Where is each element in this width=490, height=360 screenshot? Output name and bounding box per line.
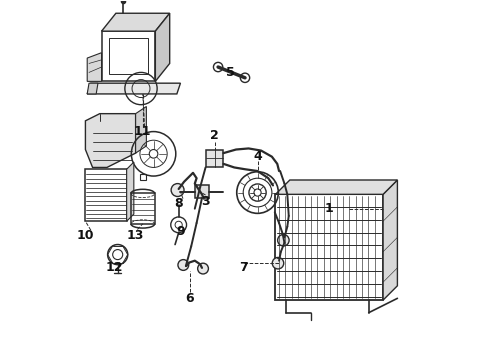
- Circle shape: [272, 257, 284, 269]
- Text: 10: 10: [76, 229, 94, 242]
- Text: 12: 12: [105, 261, 123, 274]
- Text: 2: 2: [210, 129, 219, 142]
- Bar: [85, 169, 126, 221]
- Text: 13: 13: [127, 229, 145, 242]
- Text: 6: 6: [185, 292, 194, 305]
- Polygon shape: [275, 180, 397, 194]
- Circle shape: [240, 73, 250, 82]
- Text: 8: 8: [174, 197, 183, 210]
- Polygon shape: [101, 13, 170, 31]
- Bar: [195, 185, 209, 198]
- Text: 9: 9: [176, 225, 185, 238]
- Bar: [131, 193, 155, 224]
- Text: 1: 1: [325, 202, 334, 215]
- Bar: [109, 39, 148, 74]
- Polygon shape: [126, 162, 134, 221]
- Bar: [205, 149, 223, 167]
- Text: 7: 7: [239, 261, 247, 274]
- Polygon shape: [87, 83, 180, 94]
- Circle shape: [171, 184, 184, 197]
- Bar: [101, 31, 155, 81]
- Polygon shape: [85, 114, 136, 167]
- Circle shape: [214, 62, 223, 72]
- Polygon shape: [87, 83, 98, 94]
- Text: 11: 11: [134, 125, 151, 138]
- Polygon shape: [87, 53, 101, 81]
- Circle shape: [278, 234, 289, 246]
- Bar: [275, 194, 383, 300]
- Text: 3: 3: [201, 195, 210, 208]
- Circle shape: [178, 260, 189, 270]
- Text: 4: 4: [253, 150, 262, 163]
- Polygon shape: [155, 13, 170, 81]
- Text: 5: 5: [226, 66, 235, 79]
- Polygon shape: [383, 180, 397, 300]
- Circle shape: [197, 263, 208, 274]
- Polygon shape: [136, 107, 147, 153]
